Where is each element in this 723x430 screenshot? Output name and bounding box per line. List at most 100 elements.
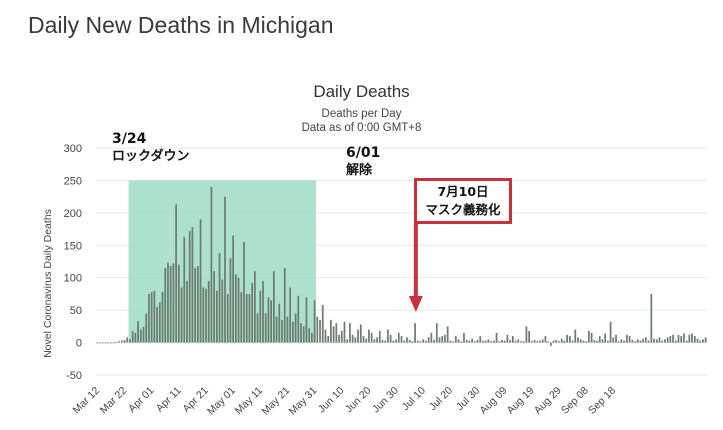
bar: [215, 290, 218, 343]
x-tick-label: Aug 09: [477, 385, 509, 417]
bar: [156, 306, 158, 343]
bar: [129, 339, 131, 343]
bar: [104, 342, 107, 344]
bar: [267, 297, 270, 343]
bar: [645, 337, 647, 343]
bar: [188, 231, 191, 343]
bar: [237, 277, 240, 343]
bar: [343, 321, 346, 343]
bar: [351, 334, 354, 343]
bar: [642, 338, 645, 343]
y-tick-label: -50: [66, 370, 82, 382]
bar: [278, 303, 281, 343]
x-tick-label: May 31: [287, 385, 320, 418]
bar: [544, 336, 547, 343]
bar: [680, 336, 683, 343]
bar: [647, 340, 650, 343]
bar: [142, 327, 145, 343]
bar: [286, 316, 289, 343]
bar: [349, 323, 351, 343]
bar: [612, 337, 615, 343]
bar: [582, 340, 585, 343]
bar: [571, 340, 574, 343]
bar: [273, 271, 275, 343]
bar: [256, 313, 259, 343]
bar: [438, 337, 441, 343]
bar: [696, 338, 699, 343]
bar: [577, 337, 579, 343]
bar: [666, 337, 669, 343]
x-tick-label: Jun 10: [316, 385, 347, 416]
bar: [547, 341, 549, 343]
bar: [357, 329, 359, 343]
bar: [454, 336, 457, 343]
bar: [245, 293, 248, 343]
bar: [487, 339, 490, 343]
chart-data-date: Data as of 0:00 GMT+8: [301, 122, 422, 134]
bar: [148, 293, 150, 343]
bar: [430, 332, 433, 343]
bar: [609, 321, 612, 343]
bar: [446, 326, 449, 343]
bar: [522, 341, 525, 343]
bar: [300, 323, 302, 343]
bar: [387, 329, 389, 343]
bar: [330, 319, 332, 343]
bar: [251, 282, 254, 343]
y-axis-ticks: -50 0 50 100 150 200 250 300: [64, 143, 82, 382]
bar: [169, 266, 172, 343]
bar: [566, 334, 569, 343]
bar: [677, 334, 680, 343]
bar: [243, 242, 245, 343]
bar: [120, 340, 123, 343]
bar: [484, 340, 487, 343]
bar: [381, 339, 384, 343]
bar: [525, 326, 528, 343]
bar: [180, 287, 183, 343]
bar: [604, 333, 607, 343]
x-tick-label: Sep 08: [559, 385, 591, 417]
bar: [482, 340, 484, 343]
bar: [115, 341, 118, 343]
bar: [262, 280, 264, 343]
bar: [126, 337, 129, 343]
bar: [145, 313, 148, 343]
bar: [167, 262, 169, 343]
bar: [468, 340, 471, 343]
x-tick-label: Apr 01: [126, 385, 156, 415]
bar: [158, 302, 161, 343]
bar: [435, 323, 438, 343]
bar: [294, 313, 297, 343]
bar: [110, 342, 112, 344]
bar: [397, 332, 400, 343]
bar: [196, 266, 199, 343]
bar: [112, 342, 115, 344]
bar: [340, 330, 343, 343]
bar: [316, 316, 319, 343]
bar: [441, 336, 444, 343]
bar: [457, 339, 460, 343]
bar: [191, 227, 194, 343]
bar: [533, 339, 536, 343]
bar: [444, 334, 446, 343]
mask-mandate-arrow: [408, 224, 423, 312]
mask-label: マスク義務化: [425, 202, 501, 217]
bar: [517, 339, 520, 343]
bar: [313, 300, 316, 343]
bar: [528, 330, 530, 343]
x-tick-label: Apr 11: [154, 385, 184, 415]
bar: [558, 341, 560, 343]
bar: [539, 340, 541, 343]
bar: [359, 324, 362, 343]
y-tick-label: 0: [76, 338, 82, 350]
bar: [501, 339, 503, 343]
bar: [324, 329, 327, 343]
bar: [101, 342, 104, 344]
bar: [354, 337, 357, 343]
bar: [283, 267, 286, 343]
bar: [254, 271, 256, 343]
y-tick-label: 300: [64, 143, 82, 155]
chart-subtitle: Deaths per Day: [321, 108, 402, 120]
bar: [563, 340, 566, 343]
bar: [449, 340, 452, 343]
